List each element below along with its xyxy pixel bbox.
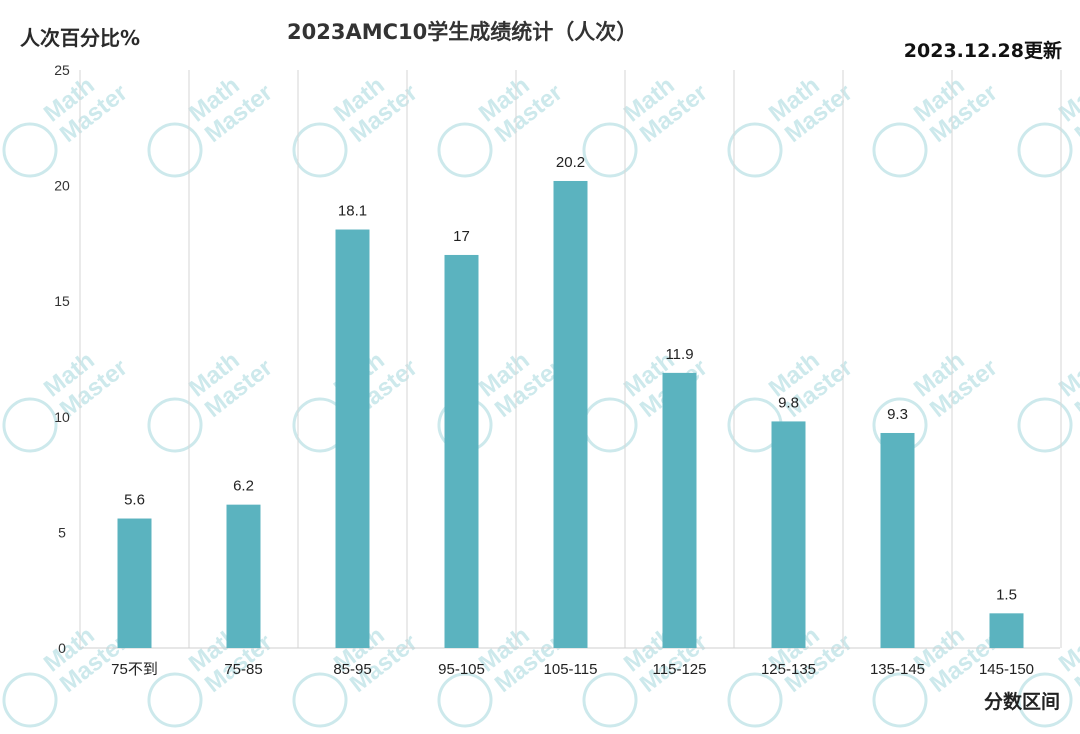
watermark-circle [2, 122, 58, 178]
x-tick-label: 95-105 [438, 661, 485, 678]
watermark-circle [582, 672, 638, 728]
data-label: 1.5 [996, 586, 1017, 603]
bar [226, 504, 261, 648]
y-axis-title: 人次百分比% [20, 26, 141, 50]
bar [335, 229, 370, 648]
watermark-circle [292, 122, 348, 178]
watermark-circle [727, 397, 783, 453]
watermark-circle [437, 672, 493, 728]
bar-series: 5.6 6.2 18.1 17 20.2 11.9 9.8 9.3 1.5 [117, 154, 1024, 648]
update-date: 2023.12.28更新 [903, 40, 1062, 62]
y-axis: 0 5 10 15 20 25 [54, 62, 70, 656]
x-tick-label: 145-150 [979, 661, 1034, 678]
watermark-circle [872, 122, 928, 178]
data-label: 5.6 [124, 492, 145, 509]
watermark-text-line1: Math [1054, 622, 1080, 678]
x-tick-label: 85-95 [333, 661, 371, 678]
watermark-circle [872, 397, 928, 453]
x-tick-label: 75不到 [111, 661, 158, 678]
y-tick-label: 10 [54, 409, 70, 425]
watermark-circle [437, 122, 493, 178]
watermark-circle [872, 672, 928, 728]
watermark-circle [2, 397, 58, 453]
watermark-text-line1: Math [1054, 347, 1080, 403]
watermark-circle [582, 397, 638, 453]
bar [117, 518, 152, 648]
watermark-circle [147, 122, 203, 178]
chart-title: 2023AMC10学生成绩统计（人次） [287, 20, 638, 44]
data-label: 17 [453, 228, 470, 245]
watermark-circle [727, 122, 783, 178]
bar [880, 432, 915, 648]
y-tick-label: 15 [54, 293, 70, 309]
bar [662, 372, 697, 648]
watermark-circle [147, 397, 203, 453]
y-tick-label: 0 [58, 640, 66, 656]
x-axis: 75不到 75-85 85-95 95-105 105-115 115-125 125-13… [111, 661, 1034, 678]
x-axis-title: 分数区间 [983, 691, 1060, 713]
bar [444, 254, 479, 648]
bar [553, 180, 588, 648]
data-label: 18.1 [338, 203, 367, 220]
data-label: 11.9 [665, 346, 693, 363]
watermark-circle [292, 672, 348, 728]
x-tick-label: 115-125 [653, 661, 707, 678]
y-tick-label: 25 [54, 62, 70, 78]
data-label: 9.8 [778, 394, 799, 411]
watermark-text-line1: Math [1054, 72, 1080, 128]
watermark-circle [147, 672, 203, 728]
x-tick-label: 135-145 [870, 661, 925, 678]
data-label: 20.2 [556, 154, 585, 171]
x-tick-label: 75-85 [224, 661, 262, 678]
x-tick-label: 105-115 [544, 661, 598, 678]
y-tick-label: 20 [54, 178, 70, 194]
watermark-circle [2, 672, 58, 728]
data-label: 6.2 [233, 478, 254, 495]
watermark-circle [727, 672, 783, 728]
watermark-circle [1017, 672, 1073, 728]
y-tick-label: 5 [58, 524, 66, 540]
bar [771, 421, 806, 648]
watermark-circle [582, 122, 638, 178]
bar [989, 613, 1024, 648]
x-tick-label: 125-135 [761, 661, 816, 678]
data-label: 9.3 [887, 406, 908, 423]
